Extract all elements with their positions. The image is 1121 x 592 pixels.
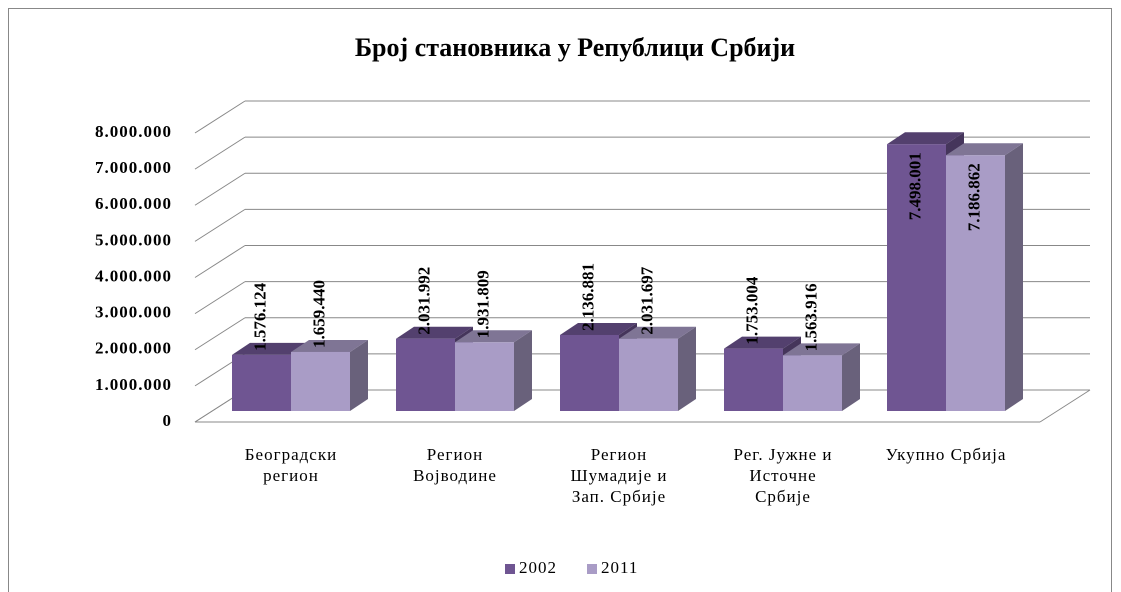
bar-top [783, 343, 860, 356]
grid-line [194, 281, 246, 315]
y-tick-label: 7.000.000 [95, 158, 172, 177]
bar-top [619, 326, 696, 339]
data-label: 7.498.001 [905, 152, 924, 220]
y-tick-label: 8.000.000 [95, 122, 172, 141]
data-label: 1.563.916 [801, 283, 820, 351]
bar-top [724, 336, 801, 349]
bar-top [560, 322, 637, 335]
bar-top [232, 342, 309, 355]
x-tick-label: Регион Војводине [413, 445, 497, 485]
data-label: 2.031.697 [637, 266, 656, 335]
y-tick-label: 1.000.000 [95, 375, 172, 394]
x-tick-label: Рег. Јужне и Источне Србије [733, 445, 833, 506]
bar [946, 155, 1005, 411]
bar [455, 342, 514, 411]
grid-line [194, 100, 246, 134]
bar [724, 348, 783, 411]
bar-side [514, 330, 532, 411]
bar [887, 144, 946, 411]
floor-line [1039, 389, 1091, 423]
grid-line [194, 317, 246, 351]
grid-line [194, 245, 246, 278]
bar [783, 355, 842, 411]
y-tick-label: 2.000.000 [95, 339, 172, 358]
grid-line [194, 136, 246, 170]
data-label: 1.931.809 [473, 270, 492, 338]
bar-top [946, 143, 1023, 156]
bar-side [842, 343, 860, 411]
legend-label: 2011 [601, 558, 638, 577]
bar [560, 334, 619, 411]
bar-side [1005, 143, 1023, 412]
y-tick-label: 6.000.000 [95, 194, 172, 213]
bar [291, 351, 350, 411]
y-tick-label: 3.000.000 [95, 303, 172, 322]
bar [232, 354, 291, 411]
data-label: 2.136.881 [578, 263, 597, 331]
x-tick-label: Београдски регион [244, 445, 338, 485]
x-tick-label: Регион Шумадије и Зап. Србије [570, 445, 668, 506]
data-label: 7.186.862 [964, 163, 983, 231]
legend-swatch [587, 564, 597, 574]
y-tick-label: 5.000.000 [95, 230, 172, 249]
grid-line [194, 208, 246, 242]
data-label: 1.576.124 [250, 282, 269, 351]
y-tick-label: 0 [163, 411, 173, 430]
bar-top [887, 132, 964, 145]
data-label: 1.753.004 [742, 276, 761, 345]
bar [619, 338, 678, 411]
data-label: 1.659.440 [309, 280, 328, 348]
bar-side [678, 326, 696, 411]
legend-swatch [505, 564, 515, 574]
bar-top [291, 339, 368, 352]
bar [396, 338, 455, 411]
bar-side [350, 339, 368, 411]
data-label: 2.031.992 [414, 267, 433, 335]
x-tick-label: Укупно Србија [885, 445, 1007, 464]
bar-top [396, 326, 473, 339]
grid-line [194, 172, 246, 206]
y-tick-label: 4.000.000 [95, 266, 172, 285]
legend-label: 2002 [519, 558, 557, 577]
chart-title: Број становника у Републици Србији [355, 33, 795, 62]
bar-top [455, 330, 532, 343]
